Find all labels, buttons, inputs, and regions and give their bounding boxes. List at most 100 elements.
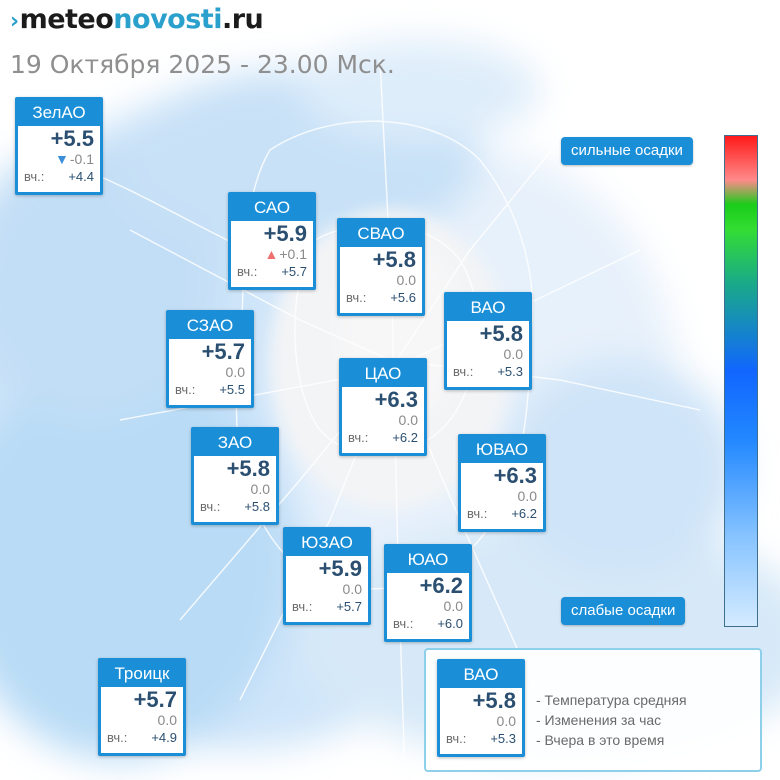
yesterday-label: вч.: xyxy=(107,730,128,745)
legend-line-yesterday: - Вчера в это время xyxy=(536,732,665,748)
yesterday-row: вч.: +5.6 xyxy=(340,289,422,307)
scale-label-heavy: сильные осадки xyxy=(561,137,693,165)
legend-sample-temperature: +5.8 xyxy=(472,688,516,713)
down-triangle-icon: ▼ xyxy=(55,151,69,167)
hourly-change: 0.0 xyxy=(447,346,529,363)
up-triangle-icon: ▲ xyxy=(264,246,279,262)
legend-sample-name: ВАО xyxy=(440,662,522,688)
forecast-datetime: 19 Октября 2025 - 23.00 Мск. xyxy=(10,50,395,79)
district-name: ЮЗАО xyxy=(286,530,368,556)
district-name: ЦАО xyxy=(342,361,424,387)
district-temperature: +5.7 xyxy=(201,339,245,364)
district-card-yuvao[interactable]: ЮВАО +6.3 0.0 вч.: +6.2 xyxy=(458,434,546,532)
yesterday-label: вч.: xyxy=(24,169,45,184)
yesterday-value: +5.7 xyxy=(281,264,307,279)
hourly-change-value: 0.0 xyxy=(250,481,270,497)
yesterday-label: вч.: xyxy=(237,264,258,279)
legend-sample-card: ВАО +5.8 0.0 вч.: +5.3 xyxy=(437,659,525,757)
district-temperature: +6.3 xyxy=(374,387,418,412)
yesterday-value: +5.8 xyxy=(244,499,270,514)
yesterday-row: вч.: +5.5 xyxy=(169,381,251,399)
district-name: Троицк xyxy=(101,661,183,687)
yesterday-value: +6.2 xyxy=(392,430,418,445)
hourly-change: 0.0 xyxy=(461,488,543,505)
yesterday-row: вч.: +6.2 xyxy=(461,505,543,523)
hourly-change-value: 0.0 xyxy=(398,412,418,428)
yesterday-label: вч.: xyxy=(346,290,367,305)
yesterday-label: вч.: xyxy=(393,616,414,631)
district-name: ЗАО xyxy=(194,430,276,456)
district-name: ЮАО xyxy=(387,547,469,573)
yesterday-label: вч.: xyxy=(467,506,488,521)
hourly-change: 0.0 xyxy=(101,712,183,729)
yesterday-label: вч.: xyxy=(348,430,369,445)
district-card-yuzao[interactable]: ЮЗАО +5.9 0.0 вч.: +5.7 xyxy=(283,527,371,625)
yesterday-value: +5.7 xyxy=(336,599,362,614)
legend-sample-change: 0.0 xyxy=(440,713,522,730)
hourly-change: 0.0 xyxy=(340,272,422,289)
district-temperature: +6.2 xyxy=(419,573,463,598)
yesterday-row: вч.: +6.2 xyxy=(342,429,424,447)
yesterday-row: вч.: +5.7 xyxy=(286,598,368,616)
legend-line-average-temp: - Температура средняя xyxy=(536,692,687,708)
hourly-change: 0.0 xyxy=(169,364,251,381)
yesterday-value: +4.4 xyxy=(68,169,94,184)
hourly-change-value: 0.0 xyxy=(496,713,516,729)
district-name: СЗАО xyxy=(169,313,251,339)
hourly-change-value: +0.1 xyxy=(279,246,307,262)
district-name: САО xyxy=(231,195,313,221)
yesterday-value: +5.6 xyxy=(390,290,416,305)
legend-sample-yesterday: вч.: +5.3 xyxy=(440,730,522,748)
district-temperature: +5.9 xyxy=(318,556,362,581)
district-card-cao[interactable]: ЦАО +6.3 0.0 вч.: +6.2 xyxy=(339,358,427,456)
yesterday-row: вч.: +5.8 xyxy=(194,498,276,516)
hourly-change: 0.0 xyxy=(387,598,469,615)
district-name: СВАО xyxy=(340,221,422,247)
yesterday-value: +5.3 xyxy=(497,364,523,379)
yesterday-row: вч.: +5.7 xyxy=(231,263,313,281)
district-temperature: +5.8 xyxy=(226,456,270,481)
yesterday-row: вч.: +4.9 xyxy=(101,729,183,747)
yesterday-value: +5.5 xyxy=(219,382,245,397)
district-card-zao[interactable]: ЗАО +5.8 0.0 вч.: +5.8 xyxy=(191,427,279,525)
yesterday-value: +6.0 xyxy=(437,616,463,631)
logo-word-meteo: meteo xyxy=(19,4,114,35)
site-logo[interactable]: ›meteonovosti.ru xyxy=(10,4,264,35)
hourly-change: ▲+0.1 xyxy=(231,246,313,263)
district-name: ЮВАО xyxy=(461,437,543,463)
hourly-change-value: 0.0 xyxy=(517,488,537,504)
logo-word-novosti: novosti xyxy=(113,4,222,35)
hourly-change-value: 0.0 xyxy=(342,581,362,597)
scale-label-light: слабые осадки xyxy=(561,597,686,625)
district-card-troitsk[interactable]: Троицк +5.7 0.0 вч.: +4.9 xyxy=(98,658,186,756)
hourly-change-value: 0.0 xyxy=(157,712,177,728)
hourly-change: 0.0 xyxy=(194,481,276,498)
district-card-svao[interactable]: СВАО +5.8 0.0 вч.: +5.6 xyxy=(337,218,425,316)
district-card-yuao[interactable]: ЮАО +6.2 0.0 вч.: +6.0 xyxy=(384,544,472,642)
hourly-change-value: 0.0 xyxy=(396,272,416,288)
legend-explanations: - Температура средняя - Изменения за час… xyxy=(536,690,687,750)
yesterday-label: вч.: xyxy=(453,364,474,379)
district-name: ЗелАО xyxy=(18,100,100,126)
district-temperature: +5.7 xyxy=(133,687,177,712)
yesterday-value: +5.3 xyxy=(490,731,516,746)
district-temperature: +5.9 xyxy=(263,221,307,246)
hourly-change-value: -0.1 xyxy=(69,151,94,167)
yesterday-label: вч.: xyxy=(200,499,221,514)
yesterday-value: +4.9 xyxy=(151,730,177,745)
district-card-szao[interactable]: СЗАО +5.7 0.0 вч.: +5.5 xyxy=(166,310,254,408)
district-temperature: +5.5 xyxy=(50,126,94,151)
hourly-change: 0.0 xyxy=(286,581,368,598)
district-card-zelao[interactable]: ЗелАО +5.5 ▼-0.1 вч.: +4.4 xyxy=(15,97,103,195)
district-temperature: +6.3 xyxy=(493,463,537,488)
district-temperature: +5.8 xyxy=(479,321,523,346)
legend-line-hourly-change: - Изменения за час xyxy=(536,712,662,728)
hourly-change: ▼-0.1 xyxy=(18,151,100,168)
yesterday-value: +6.2 xyxy=(511,506,537,521)
hourly-change-value: 0.0 xyxy=(443,598,463,614)
district-card-vao[interactable]: ВАО +5.8 0.0 вч.: +5.3 xyxy=(444,292,532,390)
district-card-sao[interactable]: САО +5.9 ▲+0.1 вч.: +5.7 xyxy=(228,192,316,290)
yesterday-label: вч.: xyxy=(292,599,313,614)
district-temperature: +5.8 xyxy=(372,247,416,272)
